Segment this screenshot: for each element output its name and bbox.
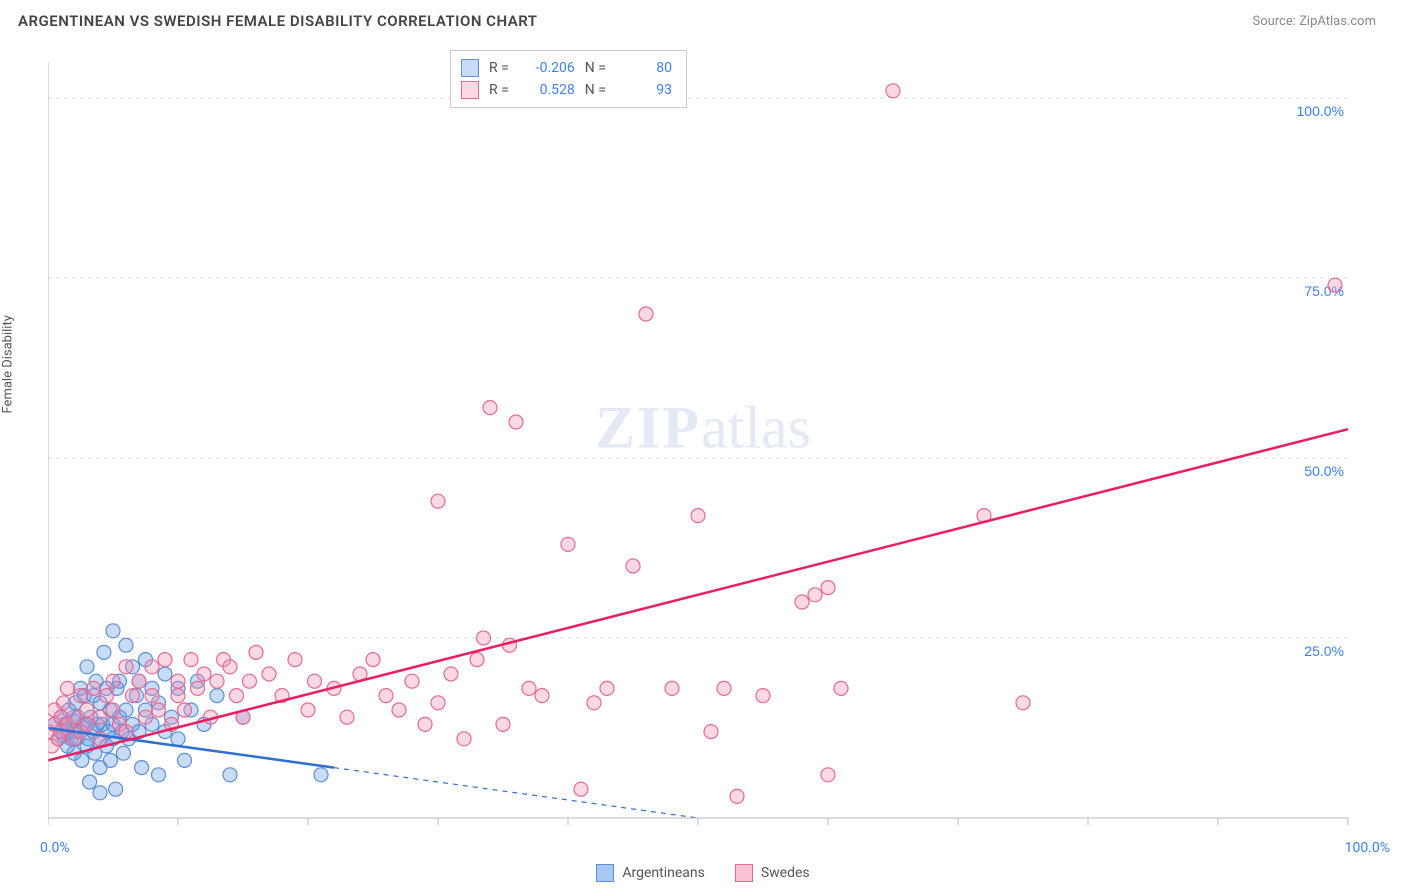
scatter-chart: 25.0%50.0%75.0%100.0% — [48, 46, 1388, 846]
swatch-swedes — [461, 81, 479, 99]
source-label: Source: ZipAtlas.com — [1252, 14, 1376, 29]
x-axis-max-label: 100.0% — [1345, 840, 1390, 856]
bottom-legend: Argentineans Swedes — [0, 864, 1406, 882]
swatch-argentineans — [596, 864, 614, 882]
r-label: R = — [489, 82, 509, 98]
stats-legend-row-1: R = 0.528 N = 93 — [461, 79, 672, 101]
legend-item-argentineans: Argentineans — [596, 864, 704, 882]
svg-text:100.0%: 100.0% — [1297, 103, 1344, 119]
n-label: N = — [585, 82, 606, 98]
chart-container: ARGENTINEAN VS SWEDISH FEMALE DISABILITY… — [0, 0, 1406, 892]
chart-title: ARGENTINEAN VS SWEDISH FEMALE DISABILITY… — [18, 12, 538, 30]
header: ARGENTINEAN VS SWEDISH FEMALE DISABILITY… — [0, 0, 1406, 38]
x-axis-min-label: 0.0% — [40, 840, 70, 856]
stats-legend: R = -0.206 N = 80 R = 0.528 N = 93 — [450, 50, 687, 108]
r-label: R = — [489, 60, 509, 76]
swatch-argentineans — [461, 59, 479, 77]
n-label: N = — [585, 60, 606, 76]
svg-text:25.0%: 25.0% — [1304, 643, 1344, 659]
r-value: -0.206 — [519, 60, 575, 76]
y-axis-label: Female Disability — [1, 315, 16, 413]
n-value: 80 — [616, 60, 672, 76]
legend-label: Swedes — [761, 865, 810, 881]
legend-label: Argentineans — [622, 865, 704, 881]
r-value: 0.528 — [519, 82, 575, 98]
swatch-swedes — [735, 864, 753, 882]
stats-legend-row-0: R = -0.206 N = 80 — [461, 57, 672, 79]
n-value: 93 — [616, 82, 672, 98]
svg-text:50.0%: 50.0% — [1304, 463, 1344, 479]
legend-item-swedes: Swedes — [735, 864, 810, 882]
